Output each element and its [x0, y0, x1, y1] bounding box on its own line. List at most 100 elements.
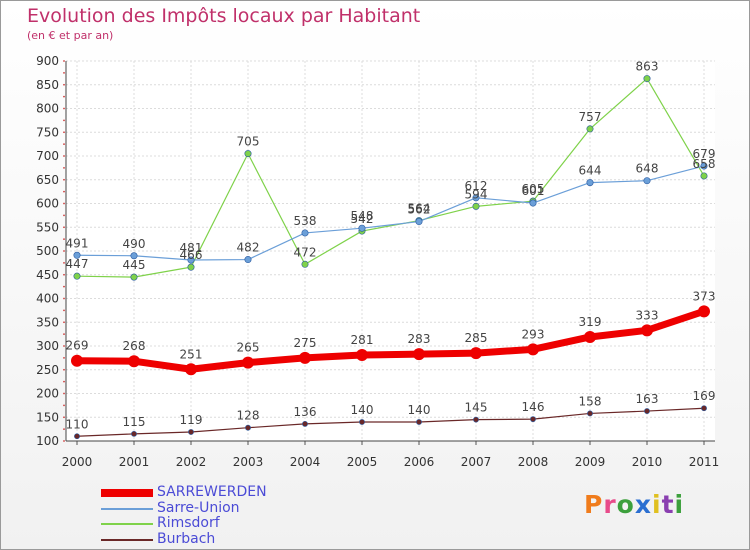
y-minor-dot [63, 143, 65, 146]
y-tick-label: 650 [36, 173, 59, 187]
y-tick-label: 500 [36, 244, 59, 258]
legend-swatch [101, 508, 153, 510]
data-label: 140 [408, 403, 431, 417]
data-label: 757 [579, 110, 602, 124]
y-tick-label: 800 [36, 102, 59, 116]
y-tick-label: 250 [36, 363, 59, 377]
y-minor-dot [63, 190, 65, 193]
data-label: 158 [579, 394, 602, 408]
y-tick-label: 450 [36, 268, 59, 282]
x-tick-label: 2003 [233, 455, 264, 469]
data-point [73, 251, 81, 259]
data-label: 163 [636, 392, 659, 406]
y-tick-label: 350 [36, 315, 59, 329]
y-minor-dot [63, 202, 65, 205]
series-line [76, 77, 705, 278]
data-label: 115 [123, 415, 146, 429]
y-minor-dot [63, 119, 65, 122]
data-point [586, 125, 594, 133]
data-point [356, 349, 368, 362]
data-label: 548 [351, 209, 374, 223]
data-point [643, 177, 651, 185]
y-minor-dot [63, 261, 65, 264]
chart-title: Evolution des Impôts locaux par Habitant [27, 5, 421, 27]
y-minor-dot [63, 380, 65, 383]
data-point [698, 305, 710, 318]
y-minor-dot [63, 356, 65, 359]
data-label: 472 [294, 245, 317, 259]
y-minor-dot [63, 345, 65, 347]
data-label: 283 [408, 332, 431, 346]
y-minor-dot [63, 71, 65, 74]
x-tick-label: 2006 [404, 455, 435, 469]
logo-letter: o [616, 490, 635, 519]
data-point [527, 343, 539, 356]
legend-swatch [101, 523, 153, 525]
data-label: 269 [66, 339, 89, 353]
y-minor-dot [63, 95, 65, 98]
data-label: 564 [408, 202, 431, 216]
data-point [242, 356, 254, 369]
x-tick-label: 2001 [119, 455, 150, 469]
legend-swatch [101, 489, 153, 497]
y-minor-dot [63, 155, 65, 157]
y-minor-dot [63, 238, 65, 241]
data-point [73, 272, 81, 280]
y-tick-label: 900 [36, 54, 59, 68]
legend-label: Burbach [157, 531, 216, 547]
x-tick-label: 2000 [62, 455, 93, 469]
y-minor-dot [63, 214, 65, 217]
y-minor-dot [63, 440, 65, 442]
y-minor-dot [63, 83, 65, 86]
data-label: 648 [636, 162, 659, 176]
data-point [641, 324, 653, 337]
legend-label: Sarre-Union [157, 500, 240, 516]
data-point [302, 420, 308, 427]
logo-letter: i [674, 490, 685, 519]
data-point [74, 433, 80, 440]
data-label: 658 [693, 157, 716, 171]
y-tick-label: 150 [36, 410, 59, 424]
data-point [299, 351, 311, 364]
y-minor-dot [63, 368, 65, 371]
data-point [131, 430, 137, 437]
data-point [244, 256, 252, 264]
y-minor-dot [63, 107, 65, 110]
y-minor-dot [63, 428, 65, 431]
data-label: 275 [294, 336, 317, 350]
y-minor-dot [63, 297, 65, 300]
logo-letter: i [652, 490, 662, 519]
data-label: 110 [66, 417, 89, 431]
data-label: 491 [66, 236, 89, 250]
y-minor-dot [63, 226, 65, 229]
y-minor-dot [63, 285, 65, 288]
y-tick-label: 600 [36, 197, 59, 211]
y-minor-dot [63, 60, 65, 62]
data-point [472, 194, 480, 202]
data-point [71, 354, 83, 367]
data-point [130, 273, 138, 281]
logo-letter: t [661, 490, 675, 519]
data-point [415, 218, 423, 226]
y-tick-label: 200 [36, 387, 59, 401]
y-tick-label: 300 [36, 339, 59, 353]
logo-letter: P [584, 490, 604, 519]
y-minor-dot [63, 392, 65, 395]
legend-label: Rimsdorf [157, 515, 220, 531]
data-label: 481 [180, 241, 203, 255]
y-minor-dot [63, 250, 65, 252]
data-label: 373 [693, 289, 716, 303]
data-point [185, 363, 197, 376]
data-label: 601 [522, 184, 545, 198]
data-point [700, 162, 708, 170]
x-tick-label: 2008 [518, 455, 549, 469]
x-tick-label: 2009 [575, 455, 606, 469]
data-label: 644 [579, 164, 602, 178]
data-point [529, 199, 537, 207]
data-point [587, 410, 593, 417]
data-label: 612 [465, 179, 488, 193]
x-tick-label: 2004 [290, 455, 321, 469]
data-label: 146 [522, 400, 545, 414]
